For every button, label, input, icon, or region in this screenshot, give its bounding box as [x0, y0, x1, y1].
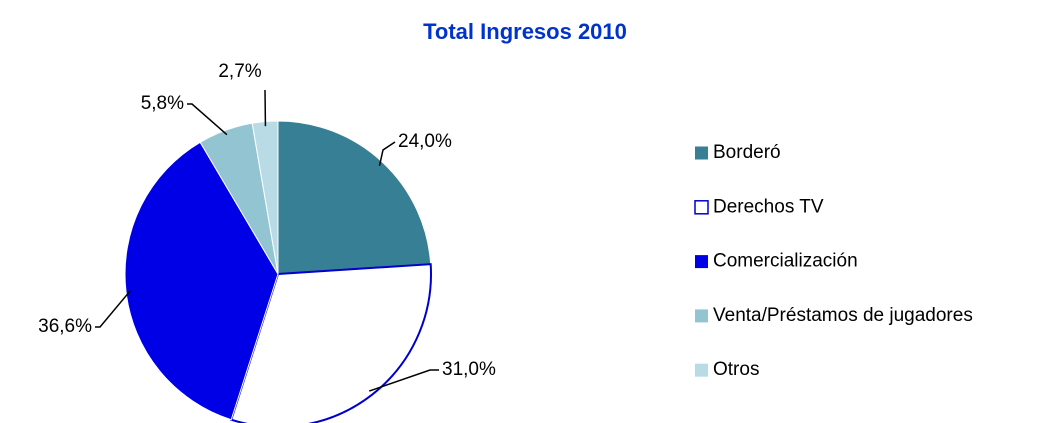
leader-line	[187, 103, 228, 136]
chart-title: Total Ingresos 2010	[423, 19, 627, 44]
leader-line	[378, 141, 396, 166]
legend-label: Comercialización	[713, 251, 858, 272]
pie-slice	[277, 120, 432, 275]
leader-line	[369, 369, 439, 392]
legend-swatch	[695, 146, 708, 160]
data-label: 2,7%	[218, 61, 261, 82]
legend-swatch	[695, 309, 708, 323]
data-label: 5,8%	[141, 93, 184, 114]
pie-slice	[124, 141, 279, 421]
data-label: 24,0%	[398, 131, 452, 152]
legend-label: Borderó	[713, 142, 781, 163]
pie-slice	[229, 263, 432, 423]
legend-label: Venta/Préstamos de jugadores	[713, 305, 973, 326]
legend-swatch	[695, 363, 708, 377]
legend-label: Otros	[713, 359, 759, 380]
leader-line	[95, 290, 132, 328]
legend-label: Derechos TV	[713, 196, 824, 217]
legend-swatch	[694, 200, 709, 215]
data-label: 31,0%	[442, 359, 496, 380]
data-label: 36,6%	[38, 316, 92, 337]
legend-swatch	[695, 255, 708, 269]
